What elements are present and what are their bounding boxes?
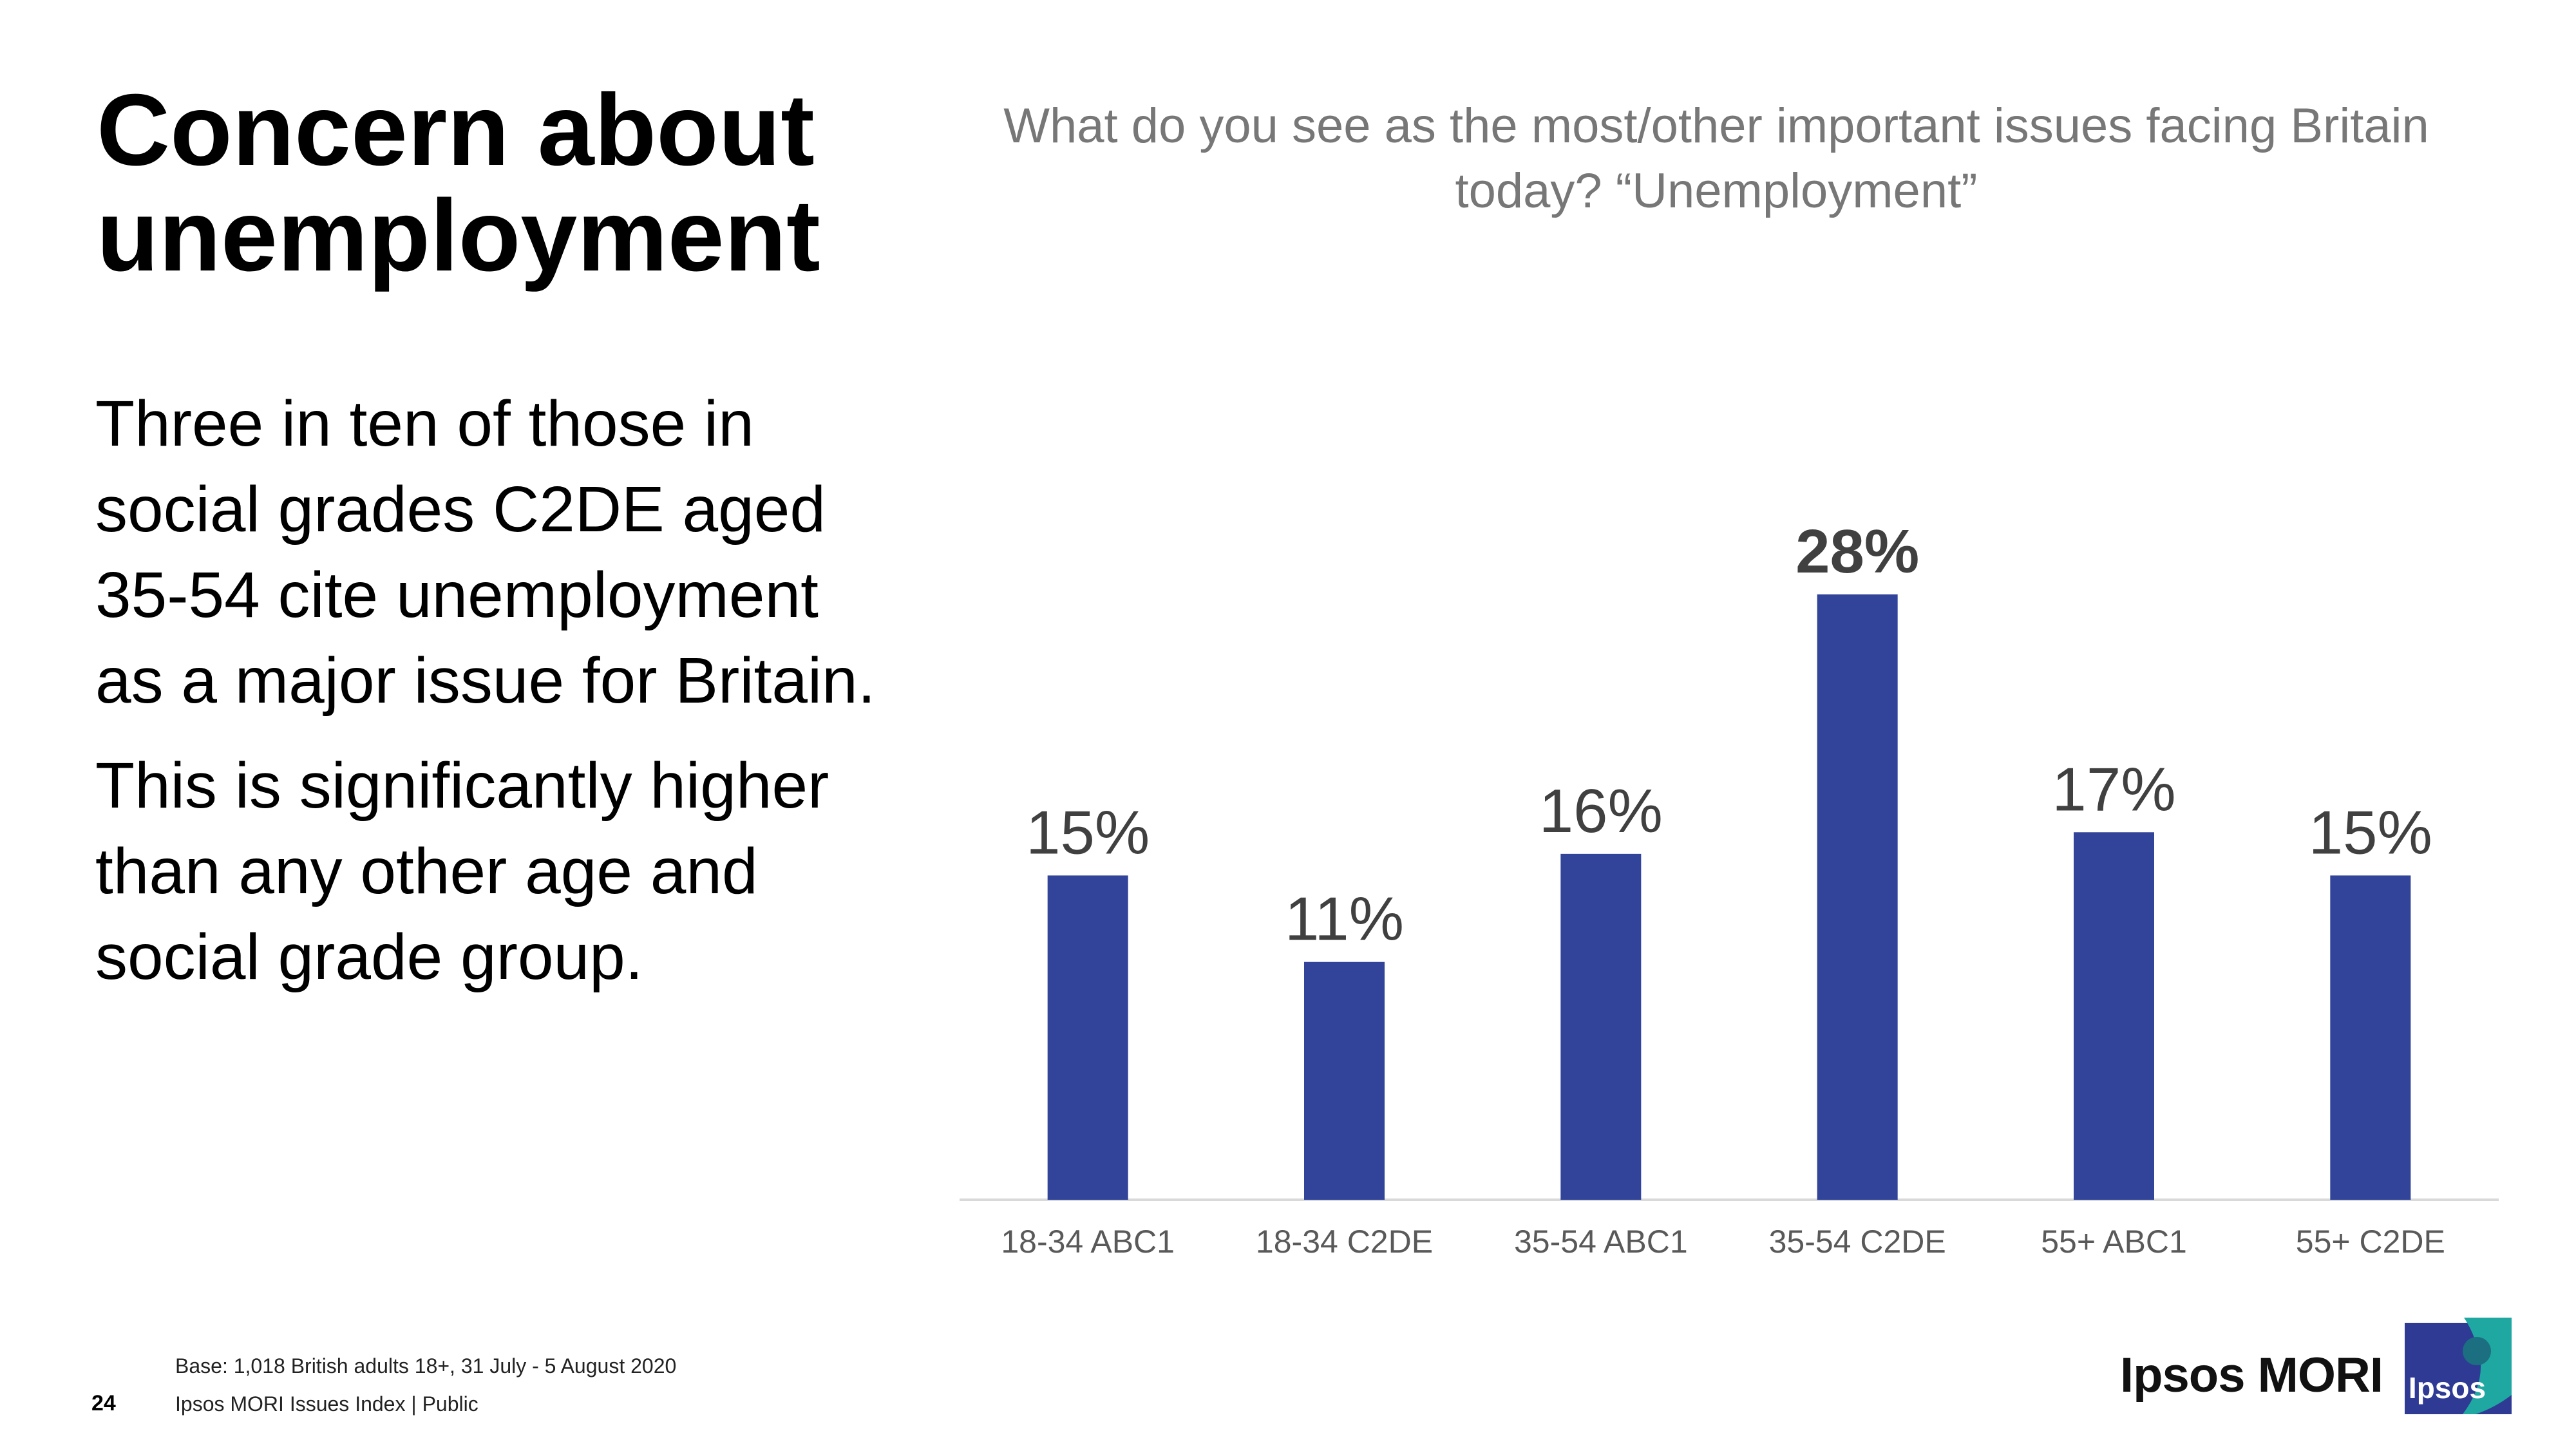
bar xyxy=(2074,832,2154,1200)
data-label: 11% xyxy=(1285,885,1404,954)
summary-paragraph-1: Three in ten of those in social grades C… xyxy=(95,388,876,717)
summary-text: Three in ten of those in social grades C… xyxy=(95,381,900,1000)
x-tick-label: 18-34 C2DE xyxy=(1256,1224,1433,1260)
bar xyxy=(2330,875,2411,1200)
x-tick-label: 18-34 ABC1 xyxy=(1001,1224,1175,1260)
source-note: Ipsos MORI Issues Index | Public xyxy=(175,1392,478,1416)
bar xyxy=(1304,961,1385,1200)
logo-text: Ipsos xyxy=(2408,1371,2486,1405)
bar xyxy=(1817,594,1898,1200)
x-tick-label: 35-54 ABC1 xyxy=(1514,1224,1688,1260)
brand-name: Ipsos MORI xyxy=(2120,1348,2383,1403)
data-label: 28% xyxy=(1795,517,1919,586)
data-label: 17% xyxy=(2052,755,2175,824)
x-tick-label: 35-54 C2DE xyxy=(1769,1224,1946,1260)
x-tick-label: 55+ C2DE xyxy=(2296,1224,2445,1260)
page-title: Concern about unemployment xyxy=(97,73,820,293)
data-label: 16% xyxy=(1539,777,1663,846)
ipsos-logo xyxy=(2405,1318,2512,1414)
page-number: 24 xyxy=(91,1391,116,1416)
logo-swoosh xyxy=(2463,1318,2512,1414)
chart-question: What do you see as the most/other import… xyxy=(1003,99,2429,218)
bar xyxy=(1047,875,1128,1200)
logo-head-icon xyxy=(2463,1337,2491,1365)
data-label: 15% xyxy=(1026,798,1150,867)
summary-paragraph-2: This is significantly higher than any ot… xyxy=(95,750,829,993)
bar xyxy=(1560,853,1642,1200)
base-note: Base: 1,018 British adults 18+, 31 July … xyxy=(175,1354,677,1378)
x-tick-label: 55+ ABC1 xyxy=(2041,1224,2187,1260)
data-label: 15% xyxy=(2309,798,2432,867)
